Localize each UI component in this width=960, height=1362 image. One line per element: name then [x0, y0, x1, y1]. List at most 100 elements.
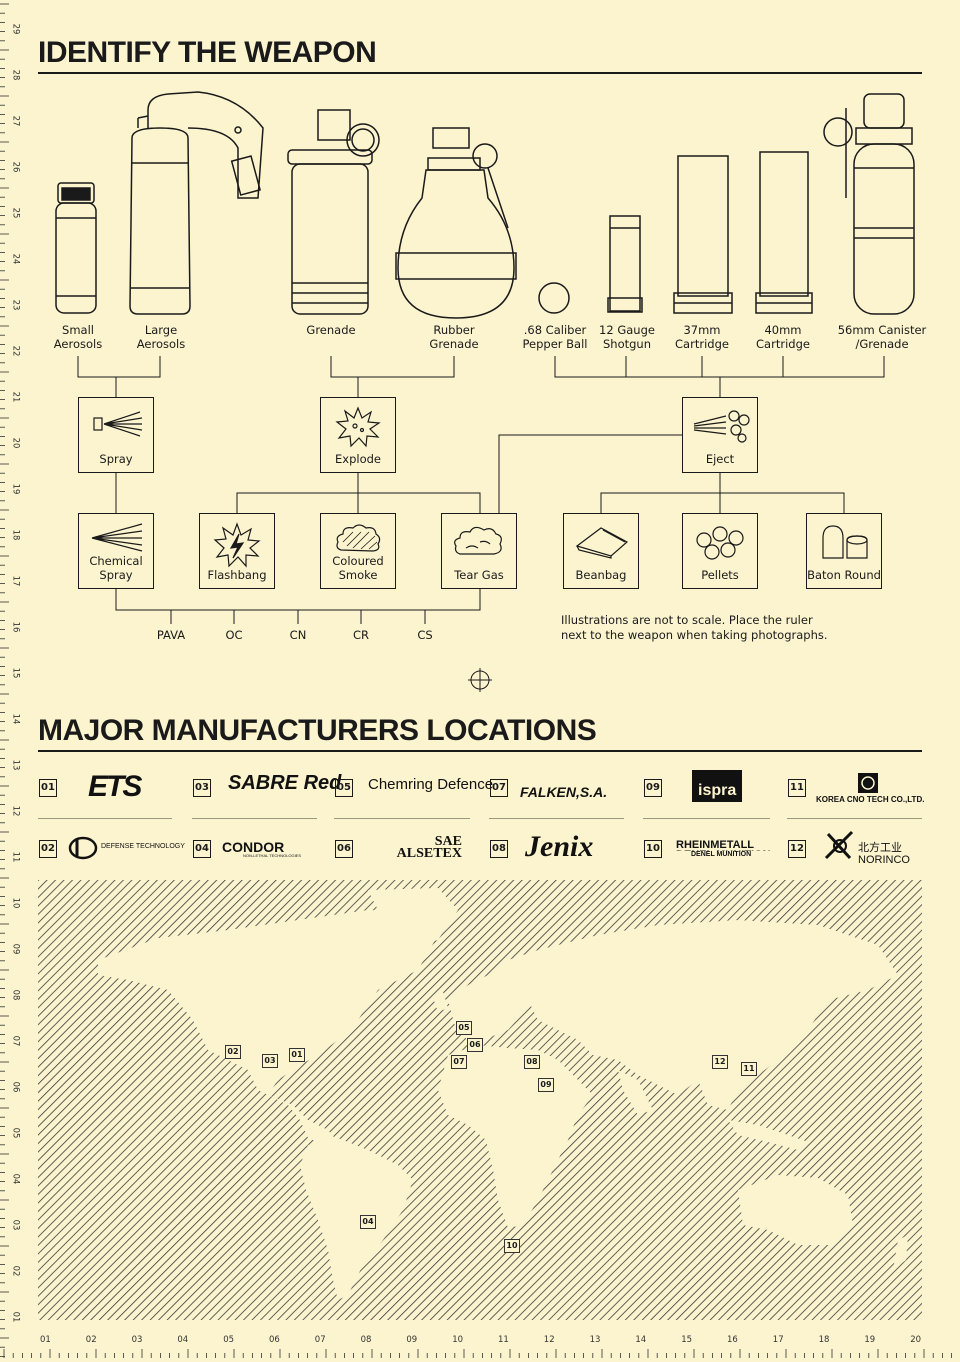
beanbag-icon [575, 527, 629, 559]
weapon-label-37mm: 37mm Cartridge [675, 323, 729, 351]
effect-baton-round-label: Baton Round [807, 568, 881, 582]
effect-beanbag-label: Beanbag [575, 568, 627, 582]
bottom-ruler-label: 11 [498, 1335, 509, 1345]
mfr-num-09: 09 [644, 779, 662, 797]
effect-coloured-smoke-label: Coloured Smoke [332, 554, 384, 582]
large-aerosol-icon [129, 91, 264, 315]
pellets-icon [696, 526, 744, 560]
left-ruler-label: 12 [10, 805, 21, 817]
weapon-label-large-aerosols: Large Aerosols [136, 323, 186, 351]
method-spray: Spray [78, 397, 154, 473]
left-ruler-label: 22 [10, 345, 21, 357]
weapon-label-shotgun: 12 Gauge Shotgun [599, 323, 655, 351]
bottom-ruler-label: 16 [727, 1335, 738, 1345]
crosshair-icon [468, 668, 492, 692]
bottom-ruler-label: 12 [543, 1335, 555, 1345]
left-ruler-label: 09 [10, 943, 21, 955]
bottom-ruler-label: 10 [452, 1335, 464, 1345]
map-pin-11: 11 [741, 1062, 757, 1076]
map-pin-12: 12 [712, 1055, 728, 1069]
left-ruler-label: 23 [10, 299, 21, 311]
left-ruler-label: 11 [10, 851, 21, 863]
chemical-spray-icon [91, 523, 143, 552]
effect-tear-gas: Tear Gas [441, 513, 517, 589]
weapon-label-pepper-ball: .68 Caliber Pepper Ball [522, 323, 588, 351]
map-pin-08: 08 [524, 1055, 540, 1069]
left-ruler-label: 03 [10, 1219, 21, 1231]
mfr-num-04: 04 [193, 840, 211, 858]
map-pin-02: 02 [225, 1045, 241, 1059]
left-ruler-label: 13 [10, 759, 21, 771]
left-ruler-label: 20 [10, 437, 21, 449]
method-eject-label: Eject [705, 452, 735, 466]
mfr-num-06: 06 [335, 840, 353, 858]
agent-cr: CR [352, 628, 370, 642]
weapon-label-grenade: Grenade [306, 323, 356, 337]
mfr-logo-ets: ETS [88, 770, 142, 803]
left-ruler-label: 01 [10, 1311, 21, 1323]
scale-note: Illustrations are not to scale. Place th… [561, 613, 828, 642]
left-ruler-ticks [0, 3, 9, 1357]
map-pin-01: 01 [289, 1048, 305, 1062]
method-explode-label: Explode [335, 452, 381, 466]
bottom-ruler [0, 1330, 960, 1358]
left-ruler-label: 02 [10, 1265, 21, 1277]
method-spray-label: Spray [99, 452, 133, 466]
mfr-logo-alsetex: SAE ALSETEX [396, 834, 462, 861]
bottom-ruler-label: 09 [406, 1335, 418, 1345]
weapon-label-56mm: 56mm Canister /Grenade [837, 323, 927, 351]
mfr-num-07: 07 [490, 779, 508, 797]
map-pin-06: 06 [467, 1038, 483, 1052]
effect-coloured-smoke: Coloured Smoke [320, 513, 396, 589]
left-ruler-label: 25 [10, 207, 21, 219]
manufacturers-rule [38, 750, 922, 752]
mfr-num-08: 08 [490, 840, 508, 858]
coloured-smoke-icon [336, 524, 381, 552]
effect-chemical-spray: Chemical Spray [78, 513, 154, 589]
left-ruler-label: 19 [10, 483, 21, 495]
mfr-logo-sabre: SABRE Red [228, 772, 342, 794]
bottom-ruler-label: 01 [40, 1335, 51, 1345]
mfr-divider-3 [334, 818, 470, 819]
flashbang-icon [213, 522, 261, 568]
bottom-ruler-label: 18 [818, 1335, 830, 1345]
world-map [38, 880, 922, 1320]
left-ruler-label: 26 [10, 161, 21, 173]
left-ruler-label: 16 [10, 621, 21, 633]
bottom-ruler-label: 15 [681, 1335, 693, 1345]
left-ruler-label: 27 [10, 115, 21, 127]
mfr-divider-1 [38, 818, 172, 819]
effect-beanbag: Beanbag [563, 513, 639, 589]
map-pin-07: 07 [451, 1055, 467, 1069]
identify-title: IDENTIFY THE WEAPON [38, 36, 377, 69]
left-ruler-label: 24 [10, 253, 21, 265]
weapon-illustrations [55, 91, 915, 319]
left-ruler-label: 05 [10, 1127, 21, 1139]
left-ruler-label: 08 [10, 989, 21, 1001]
weapon-label-rubber-grenade: Rubber Grenade [429, 323, 479, 351]
effect-flashbang-label: Flashbang [207, 568, 267, 582]
mfr-logo-chemring: Chemring Defence [368, 776, 494, 793]
bottom-ruler-label: 04 [177, 1335, 189, 1345]
pepper-ball-icon [538, 282, 570, 314]
shotgun-shell-icon [607, 215, 643, 313]
agent-cn: CN [289, 628, 307, 642]
mfr-logo-ispra: ispra [692, 770, 743, 802]
left-ruler-label: 06 [10, 1081, 21, 1093]
small-aerosol-icon [55, 182, 97, 314]
left-ruler [0, 0, 24, 1358]
eject-icon [693, 410, 750, 443]
effect-chemical-spray-label: Chemical Spray [89, 554, 143, 582]
bottom-ruler-label: 06 [269, 1335, 280, 1345]
mfr-num-10: 10 [644, 840, 662, 858]
effect-pellets: Pellets [682, 513, 758, 589]
bottom-ruler-label: 17 [772, 1335, 784, 1345]
left-ruler-label: 10 [10, 897, 21, 909]
bottom-ruler-label: 13 [589, 1335, 601, 1345]
mfr-logo-jenix: Jenix [525, 830, 594, 863]
mfr-num-12: 12 [788, 840, 806, 858]
weapon-label-40mm: 40mm Cartridge [756, 323, 810, 351]
canister-56mm-icon [823, 93, 915, 315]
map-pin-10: 10 [504, 1239, 520, 1253]
tear-gas-icon [454, 526, 502, 555]
